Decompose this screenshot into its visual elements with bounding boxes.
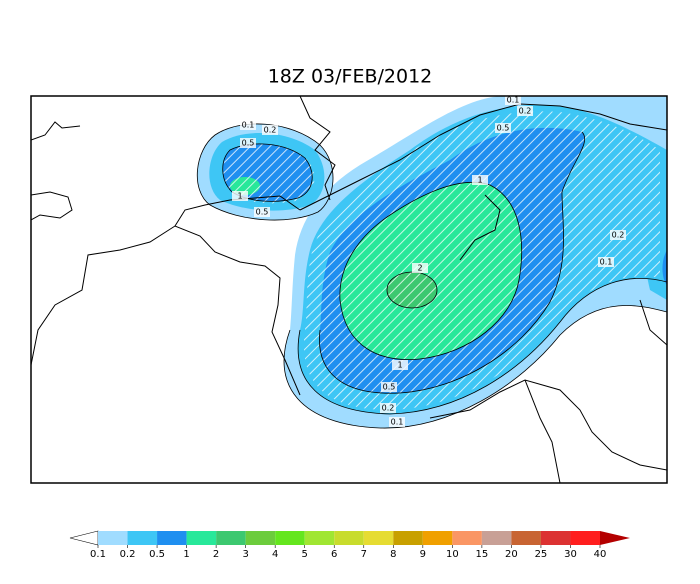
contour-label: 1 xyxy=(477,176,482,185)
colorbar-label: 0.2 xyxy=(120,549,136,560)
contour-labels: 0.1 0.2 0.5 1 2 0.2 0.1 1 0.5 0.2 0.1 0.1 0.2 0.5 1 0.5 xyxy=(232,96,626,427)
contour-label: 1 xyxy=(237,192,242,201)
map-frame xyxy=(30,95,668,484)
colorbar-swatch xyxy=(127,531,158,545)
colorbar-swatch xyxy=(570,531,600,545)
contour-label: 2 xyxy=(417,264,422,273)
colorbar-label: 2 xyxy=(213,549,219,560)
colorbar-label: 4 xyxy=(272,549,278,560)
contour-label-bg xyxy=(254,207,270,217)
precip-region xyxy=(662,250,667,285)
colorbar-label: 7 xyxy=(361,549,367,560)
colorbar-label: 25 xyxy=(535,549,548,560)
contour-label: 0.2 xyxy=(264,126,277,135)
colorbar-swatch xyxy=(334,531,364,545)
contour-label: 0.5 xyxy=(242,139,255,148)
contour-label: 1 xyxy=(397,361,402,370)
contour-label-bg xyxy=(517,106,533,116)
contour-label: 0.1 xyxy=(507,96,520,105)
coastlines xyxy=(31,96,667,483)
colorbar-swatch xyxy=(511,531,541,545)
contour-label: 0.5 xyxy=(256,208,269,217)
contour-label: 0.5 xyxy=(497,124,510,133)
colorbar-label: 8 xyxy=(390,549,396,560)
colorbar-label: 40 xyxy=(594,549,607,560)
colorbar-under xyxy=(69,530,99,546)
colorbar-label: 10 xyxy=(446,549,459,560)
map-title: 18Z 03/FEB/2012 xyxy=(268,66,433,88)
contour-label: 0.1 xyxy=(391,418,404,427)
colorbar-swatch xyxy=(452,531,482,545)
colorbar-swatch xyxy=(481,531,512,545)
colorbar-swatch xyxy=(363,531,394,545)
colorbar-label: 5 xyxy=(302,549,308,560)
colorbar-swatch xyxy=(422,531,453,545)
colorbar-label: 1 xyxy=(183,549,189,560)
contour-label-bg xyxy=(240,138,256,148)
contour-label: 0.1 xyxy=(242,121,255,130)
colorbar-swatch xyxy=(245,531,276,545)
contour-label-bg xyxy=(232,191,248,201)
colorbar-swatch xyxy=(304,531,335,545)
contour-label: 0.2 xyxy=(519,107,532,116)
colorbar-swatch xyxy=(157,531,187,545)
hatching xyxy=(223,111,660,410)
contour-label-bg xyxy=(380,403,396,413)
contour-label-bg xyxy=(262,125,278,135)
colorbar-label: 0.1 xyxy=(90,549,106,560)
colorbar-swatch xyxy=(186,531,217,545)
contour-label-bg xyxy=(610,230,626,240)
contour-label-bg xyxy=(389,417,405,427)
colorbar-label: 20 xyxy=(505,549,518,560)
colorbar-swatch xyxy=(216,531,246,545)
contour-label-bg xyxy=(505,96,521,105)
colorbar-swatch xyxy=(275,531,305,545)
contour-label: 0.1 xyxy=(600,258,613,267)
colorbar: 0.1 0.2 0.5 1 2 3 4 5 6 7 8 9 10 15 20 25 30 40 xyxy=(69,530,630,560)
colorbar-swatch xyxy=(393,531,423,545)
contour-label-bg xyxy=(412,263,428,273)
colorbar-label: 0.5 xyxy=(149,549,165,560)
contour-label-bg xyxy=(495,123,511,133)
contour-label-bg xyxy=(381,382,397,392)
colorbar-swatch xyxy=(540,531,571,545)
contour-label-bg xyxy=(472,175,488,185)
colorbar-label: 6 xyxy=(331,549,337,560)
contour-label-bg xyxy=(598,257,614,267)
colorbar-label: 9 xyxy=(420,549,426,560)
contour-label-bg xyxy=(392,360,408,370)
map: 0.1 0.2 0.5 1 2 0.2 0.1 1 0.5 0.2 0.1 0.1 0.2 0.5 1 0.5 xyxy=(31,96,667,483)
colorbar-swatch xyxy=(98,531,128,545)
colorbar-label: 15 xyxy=(476,549,489,560)
colorbar-label: 3 xyxy=(242,549,248,560)
contour-label: 0.5 xyxy=(383,383,396,392)
colorbar-over xyxy=(600,531,630,545)
contour-label: 0.2 xyxy=(382,404,395,413)
colorbar-label: 30 xyxy=(564,549,577,560)
contour-label: 0.2 xyxy=(612,231,625,240)
contour-label-bg xyxy=(240,120,256,130)
